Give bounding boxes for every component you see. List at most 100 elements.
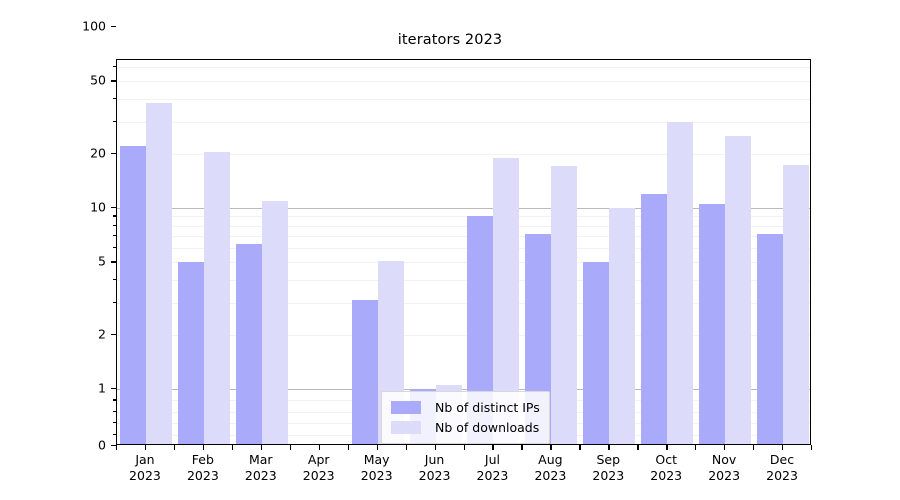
gridline-major	[117, 389, 810, 390]
y-tick-mark-minor	[113, 399, 116, 401]
x-tick-month: Sep	[596, 452, 621, 467]
bar-may-distinct-ips	[351, 300, 378, 444]
x-tick-mark-boundary	[231, 445, 234, 450]
gridline-minor	[117, 302, 810, 304]
x-tick-label-sep: Sep 2023	[592, 452, 624, 484]
y-tick-mark	[111, 207, 116, 209]
gridline-minor	[117, 236, 810, 238]
x-tick-month: Jan	[135, 452, 155, 467]
x-tick-label-oct: Oct 2023	[650, 452, 682, 484]
y-tick-mark-minor	[113, 235, 116, 237]
x-tick-mark	[492, 445, 494, 450]
x-tick-year: 2023	[534, 468, 567, 483]
bar-dec-downloads	[783, 165, 810, 444]
y-tick-mark-minor	[113, 433, 116, 435]
gridline-minor	[117, 262, 810, 264]
y-tick-mark-minor	[113, 80, 116, 82]
gridline-minor	[117, 121, 810, 123]
y-tick-label: 50	[90, 72, 106, 88]
y-tick-mark-minor	[113, 301, 116, 303]
gridline-minor	[117, 225, 810, 227]
bar-sep-downloads	[609, 208, 636, 444]
x-tick-month: Apr	[307, 452, 330, 467]
gridline-major	[117, 208, 810, 209]
legend-swatch-distinct-ips	[391, 400, 421, 414]
legend-item-distinct-ips: Nb of distinct IPs	[391, 397, 540, 417]
legend-swatch-downloads	[391, 420, 421, 434]
x-tick-label-jan: Jan 2023	[129, 452, 161, 484]
gridline-minor	[117, 334, 810, 336]
gridline-minor	[117, 248, 810, 250]
gridline-minor	[117, 67, 810, 69]
x-tick-mark	[782, 445, 784, 450]
y-tick-label: 5	[98, 253, 106, 269]
x-tick-year: 2023	[302, 468, 335, 483]
x-tick-mark	[666, 445, 668, 450]
x-tick-year: 2023	[476, 468, 509, 483]
plot-area	[116, 59, 811, 445]
x-tick-label-mar: Mar 2023	[245, 452, 277, 484]
y-tick-label: 0	[98, 437, 106, 453]
bar-jan-downloads	[145, 103, 172, 444]
gridline-minor	[117, 99, 810, 101]
x-axis-tick-labels: Jan 2023 Feb 2023 Mar 2023 Apr 2023 May 2023 Jun 20…	[116, 450, 811, 496]
gridline-minor	[117, 216, 810, 218]
y-tick-mark	[111, 388, 116, 390]
x-tick-year: 2023	[708, 468, 741, 483]
gridline-minor	[117, 81, 810, 83]
y-tick-mark-minor	[113, 98, 116, 100]
x-tick-mark-boundary	[521, 445, 523, 450]
gridline-minor	[117, 153, 810, 155]
bar-feb-distinct-ips	[177, 262, 204, 444]
x-tick-year: 2023	[766, 468, 798, 483]
x-tick-label-aug: Aug 2023	[534, 452, 566, 484]
x-tick-mark-boundary	[811, 445, 813, 450]
y-tick-mark	[111, 26, 116, 28]
y-tick-mark-minor	[113, 120, 116, 122]
bar-oct-distinct-ips	[641, 193, 668, 444]
x-tick-year: 2023	[186, 468, 219, 483]
gridline-minor	[117, 280, 810, 282]
x-tick-month: Jun	[424, 452, 445, 467]
bar-mar-downloads	[261, 200, 288, 444]
x-tick-mark	[724, 445, 726, 450]
y-tick-mark	[111, 445, 116, 447]
x-tick-label-jun: Jun 2023	[419, 452, 451, 484]
y-axis-tick-labels: 0 1 2 5 10 20 50 100	[58, 19, 106, 453]
legend-label-downloads: Nb of downloads	[435, 419, 540, 435]
x-tick-month: Aug	[538, 452, 563, 467]
x-tick-month: May	[363, 452, 390, 467]
y-tick-mark-minor	[113, 410, 116, 413]
x-tick-mark-boundary	[463, 445, 465, 450]
x-tick-month: Nov	[711, 452, 737, 467]
x-tick-mark-boundary	[637, 445, 639, 450]
y-tick-mark-minor	[113, 66, 116, 68]
x-tick-mark-boundary	[405, 445, 407, 450]
y-tick-mark-minor	[113, 152, 116, 154]
chart-title: iterators 2023	[397, 32, 503, 48]
x-tick-mark	[260, 445, 263, 450]
bar-feb-downloads	[203, 151, 230, 444]
x-tick-month: Oct	[655, 452, 678, 467]
bar-nov-distinct-ips	[699, 204, 726, 444]
x-tick-year: 2023	[418, 468, 451, 483]
y-tick-label: 1	[98, 380, 106, 396]
x-tick-month: Dec	[769, 452, 795, 467]
x-tick-mark-boundary	[347, 445, 349, 450]
y-tick-label: 20	[90, 145, 106, 160]
x-tick-mark-boundary	[753, 445, 755, 450]
x-tick-year: 2023	[360, 468, 393, 483]
x-tick-mark	[608, 445, 610, 450]
y-tick-label: 2	[98, 326, 106, 341]
bar-aug-downloads	[551, 166, 578, 444]
x-tick-year: 2023	[129, 468, 161, 483]
y-tick-mark-minor	[113, 215, 116, 217]
x-tick-mark	[202, 445, 205, 450]
y-tick-mark-minor	[113, 279, 116, 281]
x-tick-mark	[434, 445, 436, 450]
x-tick-label-apr: Apr 2023	[303, 452, 335, 484]
x-tick-mark	[376, 445, 378, 450]
bar-mar-distinct-ips	[235, 244, 262, 444]
x-tick-label-nov: Nov 2023	[708, 452, 740, 484]
